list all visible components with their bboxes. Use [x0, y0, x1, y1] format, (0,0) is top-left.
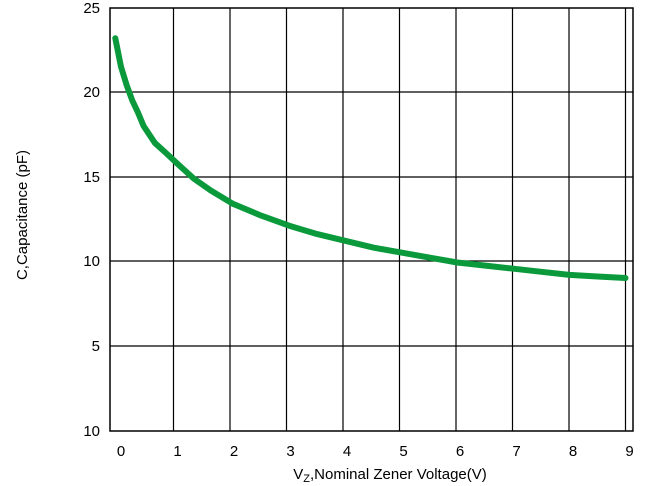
capacitance-curve [112, 35, 629, 281]
y-tick-label: 25 [83, 0, 100, 17]
y-axis-title: C,Capacitance (pF) [14, 150, 31, 280]
y-tick-labels: 10 5 10 15 20 25 [83, 0, 100, 440]
x-axis-title: VZ,Nominal Zener Voltage(V) [293, 466, 487, 485]
grid [110, 8, 633, 431]
x-axis-title-main: V [293, 466, 303, 483]
y-tick-label: 5 [92, 338, 100, 355]
x-tick-label: 9 [625, 443, 633, 460]
plot-frame [109, 7, 634, 432]
x-axis-title-subscript: Z [303, 473, 310, 485]
y-tick-label: 10 [83, 423, 100, 440]
x-tick-label: 4 [343, 443, 351, 460]
x-tick-label: 5 [399, 443, 407, 460]
x-tick-label: 2 [230, 443, 238, 460]
x-tick-labels: 0 1 2 3 4 5 6 7 8 9 [117, 443, 634, 460]
y-tick-label: 10 [83, 253, 100, 270]
x-tick-label: 7 [512, 443, 520, 460]
x-tick-label: 1 [173, 443, 181, 460]
x-tick-label: 8 [569, 443, 577, 460]
x-tick-label: 0 [117, 443, 125, 460]
x-tick-label: 3 [286, 443, 294, 460]
x-axis-title-rest: ,Nominal Zener Voltage(V) [310, 466, 487, 483]
y-tick-label: 15 [83, 169, 100, 186]
x-tick-label: 6 [456, 443, 464, 460]
y-tick-label: 20 [83, 84, 100, 101]
